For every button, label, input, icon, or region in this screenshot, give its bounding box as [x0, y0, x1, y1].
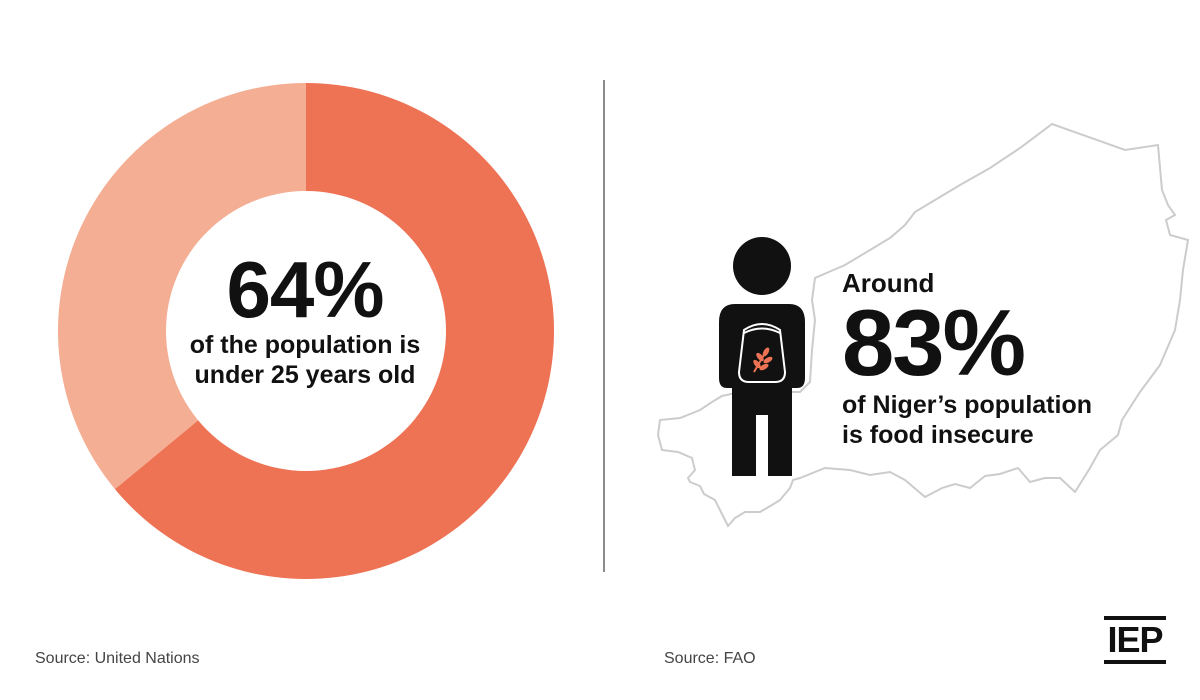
- person-with-grain-sack-icon: [719, 237, 805, 476]
- center-line-1: of the population is: [189, 331, 421, 359]
- center-value: 64%: [226, 245, 384, 334]
- logo-text: IEP: [1107, 619, 1163, 660]
- donut-center-label: 64% of the population is under 25 years …: [150, 250, 460, 390]
- logo-top-bar: [1104, 616, 1166, 620]
- around-label: Around: [842, 268, 935, 298]
- food-insecurity-label: Around 83% of Niger’s population is food…: [842, 266, 1092, 450]
- center-line-2: under 25 years old: [194, 361, 416, 389]
- donut-hole: [166, 191, 446, 471]
- source-right: Source: FAO: [664, 650, 756, 667]
- food-insecurity-value: 83%: [842, 290, 1026, 395]
- grain-sack: [737, 323, 787, 383]
- logo-bottom-bar: [1104, 660, 1166, 664]
- wheat-icon: [753, 347, 773, 373]
- food-insecurity-line-1: of Niger’s population: [842, 391, 1092, 419]
- person-head: [733, 237, 791, 295]
- donut-chart: [57, 82, 554, 579]
- food-insecurity-line-2: is food insecure: [842, 421, 1034, 449]
- person-body: [719, 304, 805, 476]
- vertical-divider: [603, 80, 605, 572]
- source-left: Source: United Nations: [35, 650, 200, 667]
- iep-logo: IEP: [1104, 616, 1166, 664]
- sack-rim: [743, 327, 781, 334]
